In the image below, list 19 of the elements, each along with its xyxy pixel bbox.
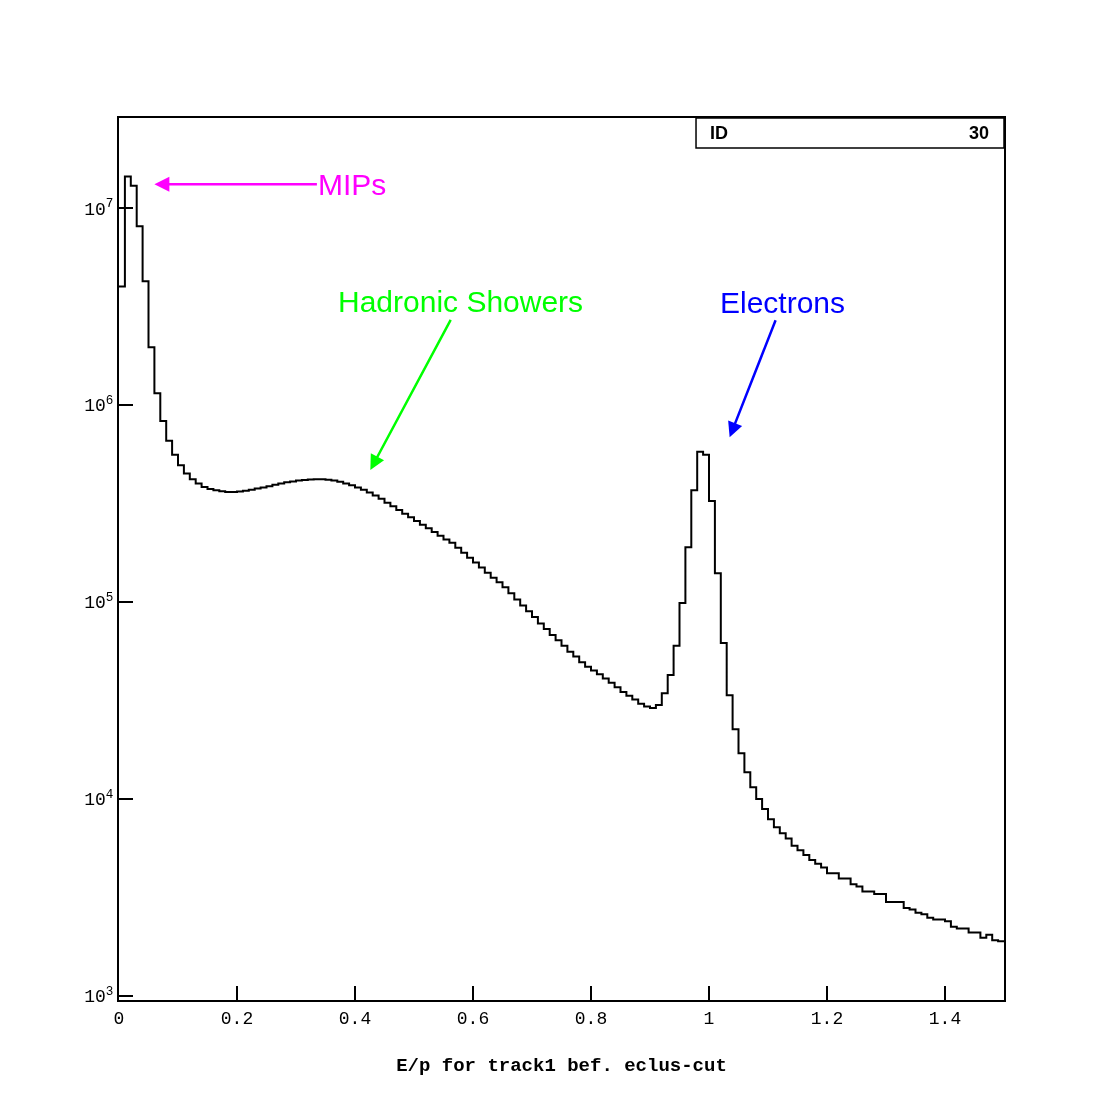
y-tick-label: 10$^{4}$ (84, 787, 114, 811)
x-axis-title: E/p for track1 bef. eclus-cut (396, 1054, 727, 1077)
annotation: Electrons (720, 286, 846, 319)
x-tick-label: 0.4 (338, 1008, 372, 1029)
x-tick-label: 0.6 (456, 1008, 490, 1029)
x-tick-label: 1.2 (810, 1008, 844, 1029)
annotation: Hadronic Showers (338, 285, 584, 318)
y-tick-label: 10$^{5}$ (84, 590, 114, 614)
y-tick-label: 10$^{3}$ (84, 984, 114, 1008)
x-tick-label: 0.8 (574, 1008, 608, 1029)
x-tick-label: 1.4 (928, 1008, 962, 1029)
y-tick-label: 10$^{6}$ (84, 393, 114, 417)
x-tick-label: 0.2 (220, 1008, 254, 1029)
annotation: 30 (969, 123, 990, 143)
x-tick-label: 0 (113, 1008, 125, 1029)
annotation: ID (710, 123, 728, 143)
annotation: MIPs (318, 168, 387, 201)
y-tick-label: 10$^{7}$ (84, 196, 114, 220)
x-tick-label: 1 (703, 1008, 715, 1029)
